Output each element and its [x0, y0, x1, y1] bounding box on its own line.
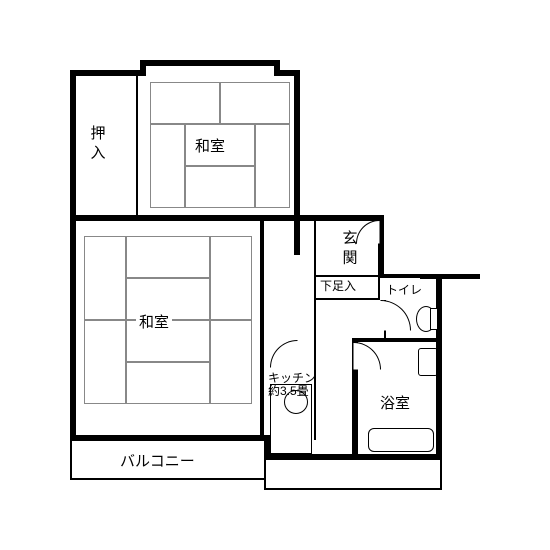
label-kitchen: キッチン 約3.5畳 — [268, 372, 316, 398]
label-genkan: 玄 関 — [340, 230, 357, 264]
label-geta: 下足入 — [320, 280, 356, 293]
floor-plan: 押 入 和室 和室 玄 関 下足入 トイレ キッチン 約3.5畳 浴室 バルコニ… — [70, 60, 480, 490]
label-bath: 浴室 — [380, 396, 410, 413]
label-washitsu2: 和室 — [136, 314, 172, 333]
label-washitsu1: 和室 — [192, 138, 228, 157]
label-toilet: トイレ — [386, 284, 422, 297]
label-balcony: バルコニー — [120, 454, 195, 471]
label-oshiire: 押 入 — [88, 125, 105, 159]
